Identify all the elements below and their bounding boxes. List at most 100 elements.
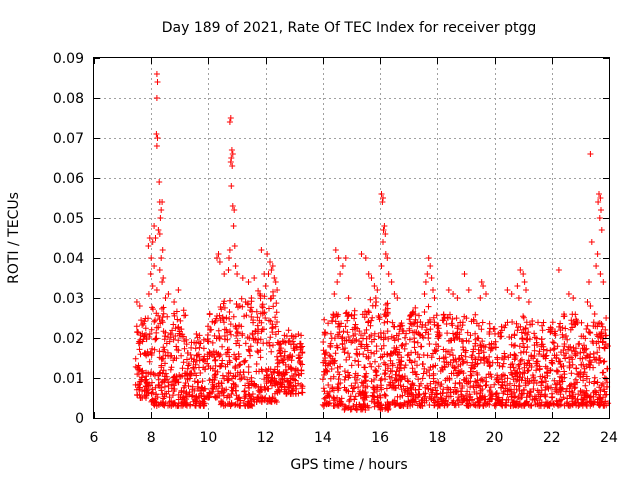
data-point [511,382,518,389]
data-point [331,395,338,402]
data-point [416,331,423,338]
data-point [253,308,260,315]
data-point [267,366,274,373]
data-point [367,296,374,303]
data-point [600,279,607,285]
y-tick-label: 0 [75,411,84,427]
data-point [419,361,426,368]
data-point [596,215,603,221]
data-point [586,354,593,361]
data-point [502,322,509,329]
data-point [320,385,327,392]
data-point [159,391,166,398]
x-tick-label: 12 [257,430,275,446]
data-point [551,377,558,384]
data-point [236,342,243,349]
data-point [492,344,499,351]
data-point [538,391,544,398]
data-point [171,399,177,406]
data-point [320,347,327,354]
data-point [174,316,181,323]
data-point [442,397,449,404]
data-point [251,381,258,388]
data-point [186,391,192,398]
data-point [409,380,416,387]
data-point [470,348,477,355]
data-point [577,355,584,362]
data-point [566,363,573,369]
x-tick-label: 18 [428,430,446,446]
data-point [228,391,235,397]
data-point [413,391,420,398]
data-point [597,271,604,277]
data-point [322,350,329,357]
data-point [269,394,276,401]
data-point [262,394,269,401]
data-point [216,259,223,265]
data-point [269,263,276,269]
data-point [173,343,180,350]
data-point [196,394,203,401]
data-point [398,342,405,349]
data-point [199,398,206,405]
data-point [374,287,381,293]
data-point [223,351,230,358]
data-point [180,333,187,340]
data-point [340,328,347,335]
data-point [598,207,604,213]
data-point [428,275,435,281]
data-point [143,373,150,380]
data-point [568,370,575,377]
data-point [533,335,540,342]
data-point [583,375,590,382]
data-point [335,369,341,375]
data-point [227,403,234,409]
data-point [377,384,384,391]
data-point [435,333,441,340]
data-point [454,295,461,301]
data-point [266,342,273,349]
data-point [515,383,522,390]
data-point [443,393,450,400]
data-point [254,314,261,321]
data-point [175,324,182,330]
data-point [259,368,266,375]
data-point [168,385,175,392]
data-point [196,364,202,371]
data-point [236,353,242,360]
data-point [287,380,293,387]
data-point [150,306,156,313]
data-point [362,255,369,261]
data-point [508,334,515,341]
data-point [407,402,414,409]
data-point [434,322,441,329]
data-point [274,319,280,325]
data-point [365,318,372,325]
data-point [365,308,372,315]
data-point [162,295,169,301]
data-point [352,331,359,337]
data-point [454,397,461,404]
data-point [330,387,337,394]
data-point [268,267,275,273]
data-point [503,401,510,408]
data-point [483,291,489,297]
data-point [137,395,144,401]
data-point [371,350,378,357]
data-point [137,351,144,358]
data-point [586,379,593,386]
data-point [263,380,270,387]
data-point [508,341,515,348]
data-point [422,384,429,391]
data-point [414,339,421,346]
data-point [574,371,581,377]
data-point [200,357,207,364]
data-point [341,368,348,375]
data-point [445,287,452,293]
data-point [382,231,389,237]
data-point [327,375,334,382]
data-point [405,378,412,385]
data-point [591,380,597,387]
data-point [480,283,487,289]
data-point [455,323,461,330]
